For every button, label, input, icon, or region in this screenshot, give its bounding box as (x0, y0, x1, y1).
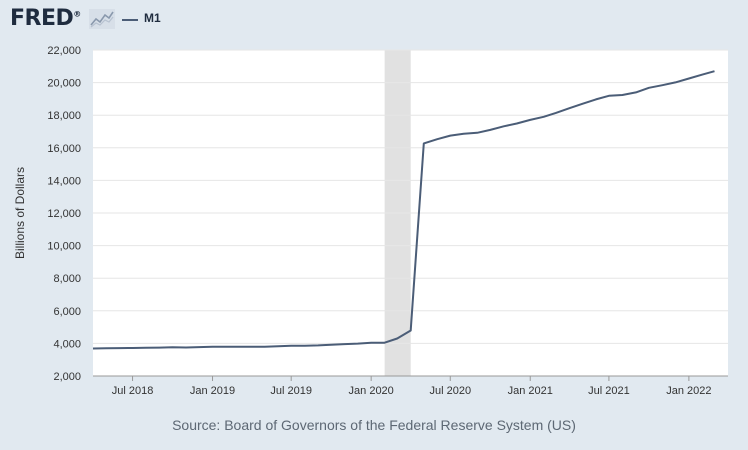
x-tick-label: Jul 2020 (429, 385, 471, 397)
registered-mark: ® (73, 9, 81, 19)
gridlines (93, 49, 728, 377)
y-tick-label: 18,000 (47, 110, 81, 122)
y-tick-label: 14,000 (47, 175, 81, 187)
y-tick-label: 12,000 (47, 208, 81, 220)
y-axis-label: Billions of Dollars (13, 167, 27, 259)
series-layer (92, 70, 715, 350)
y-axis-ticks: 2,000 4,000 6,000 8,000 10,000 12,000 14,000 16… (47, 45, 81, 383)
y-tick-label: 4,000 (53, 338, 81, 350)
y-tick-label: 6,000 (53, 306, 81, 318)
header: FRED® M1 (0, 0, 748, 40)
x-tick-label: Jul 2021 (588, 385, 630, 397)
x-tick-label: Jul 2018 (112, 385, 154, 397)
x-tick-label: Jan 2020 (349, 385, 394, 397)
legend-swatch-m1 (122, 19, 138, 21)
x-tick-label: Jan 2021 (508, 385, 553, 397)
legend-label-m1[interactable]: M1 (144, 11, 161, 25)
y-tick-label: 10,000 (47, 241, 81, 253)
x-tick-label: Jan 2019 (190, 385, 235, 397)
chart-area: 2,000 4,000 6,000 8,000 10,000 12,000 14,000 16… (13, 45, 728, 397)
y-tick-label: 20,000 (47, 78, 81, 90)
chart-graph-icon (89, 9, 115, 29)
x-tick-label: Jul 2019 (270, 385, 312, 397)
y-tick-label: 16,000 (47, 143, 81, 155)
y-tick-label: 8,000 (53, 273, 81, 285)
source-note: Source: Board of Governors of the Federa… (172, 417, 576, 433)
fred-logo[interactable]: FRED® (10, 6, 81, 31)
y-tick-label: 2,000 (53, 371, 81, 383)
series-line-m1[interactable] (92, 70, 715, 350)
logo-text: FRED (10, 6, 74, 31)
y-tick-label: 22,000 (47, 45, 81, 57)
x-axis-ticks: Jul 2018 Jan 2019 Jul 2019 Jan 2020 Jul 2020… (93, 375, 728, 397)
x-tick-label: Jan 2022 (666, 385, 711, 397)
